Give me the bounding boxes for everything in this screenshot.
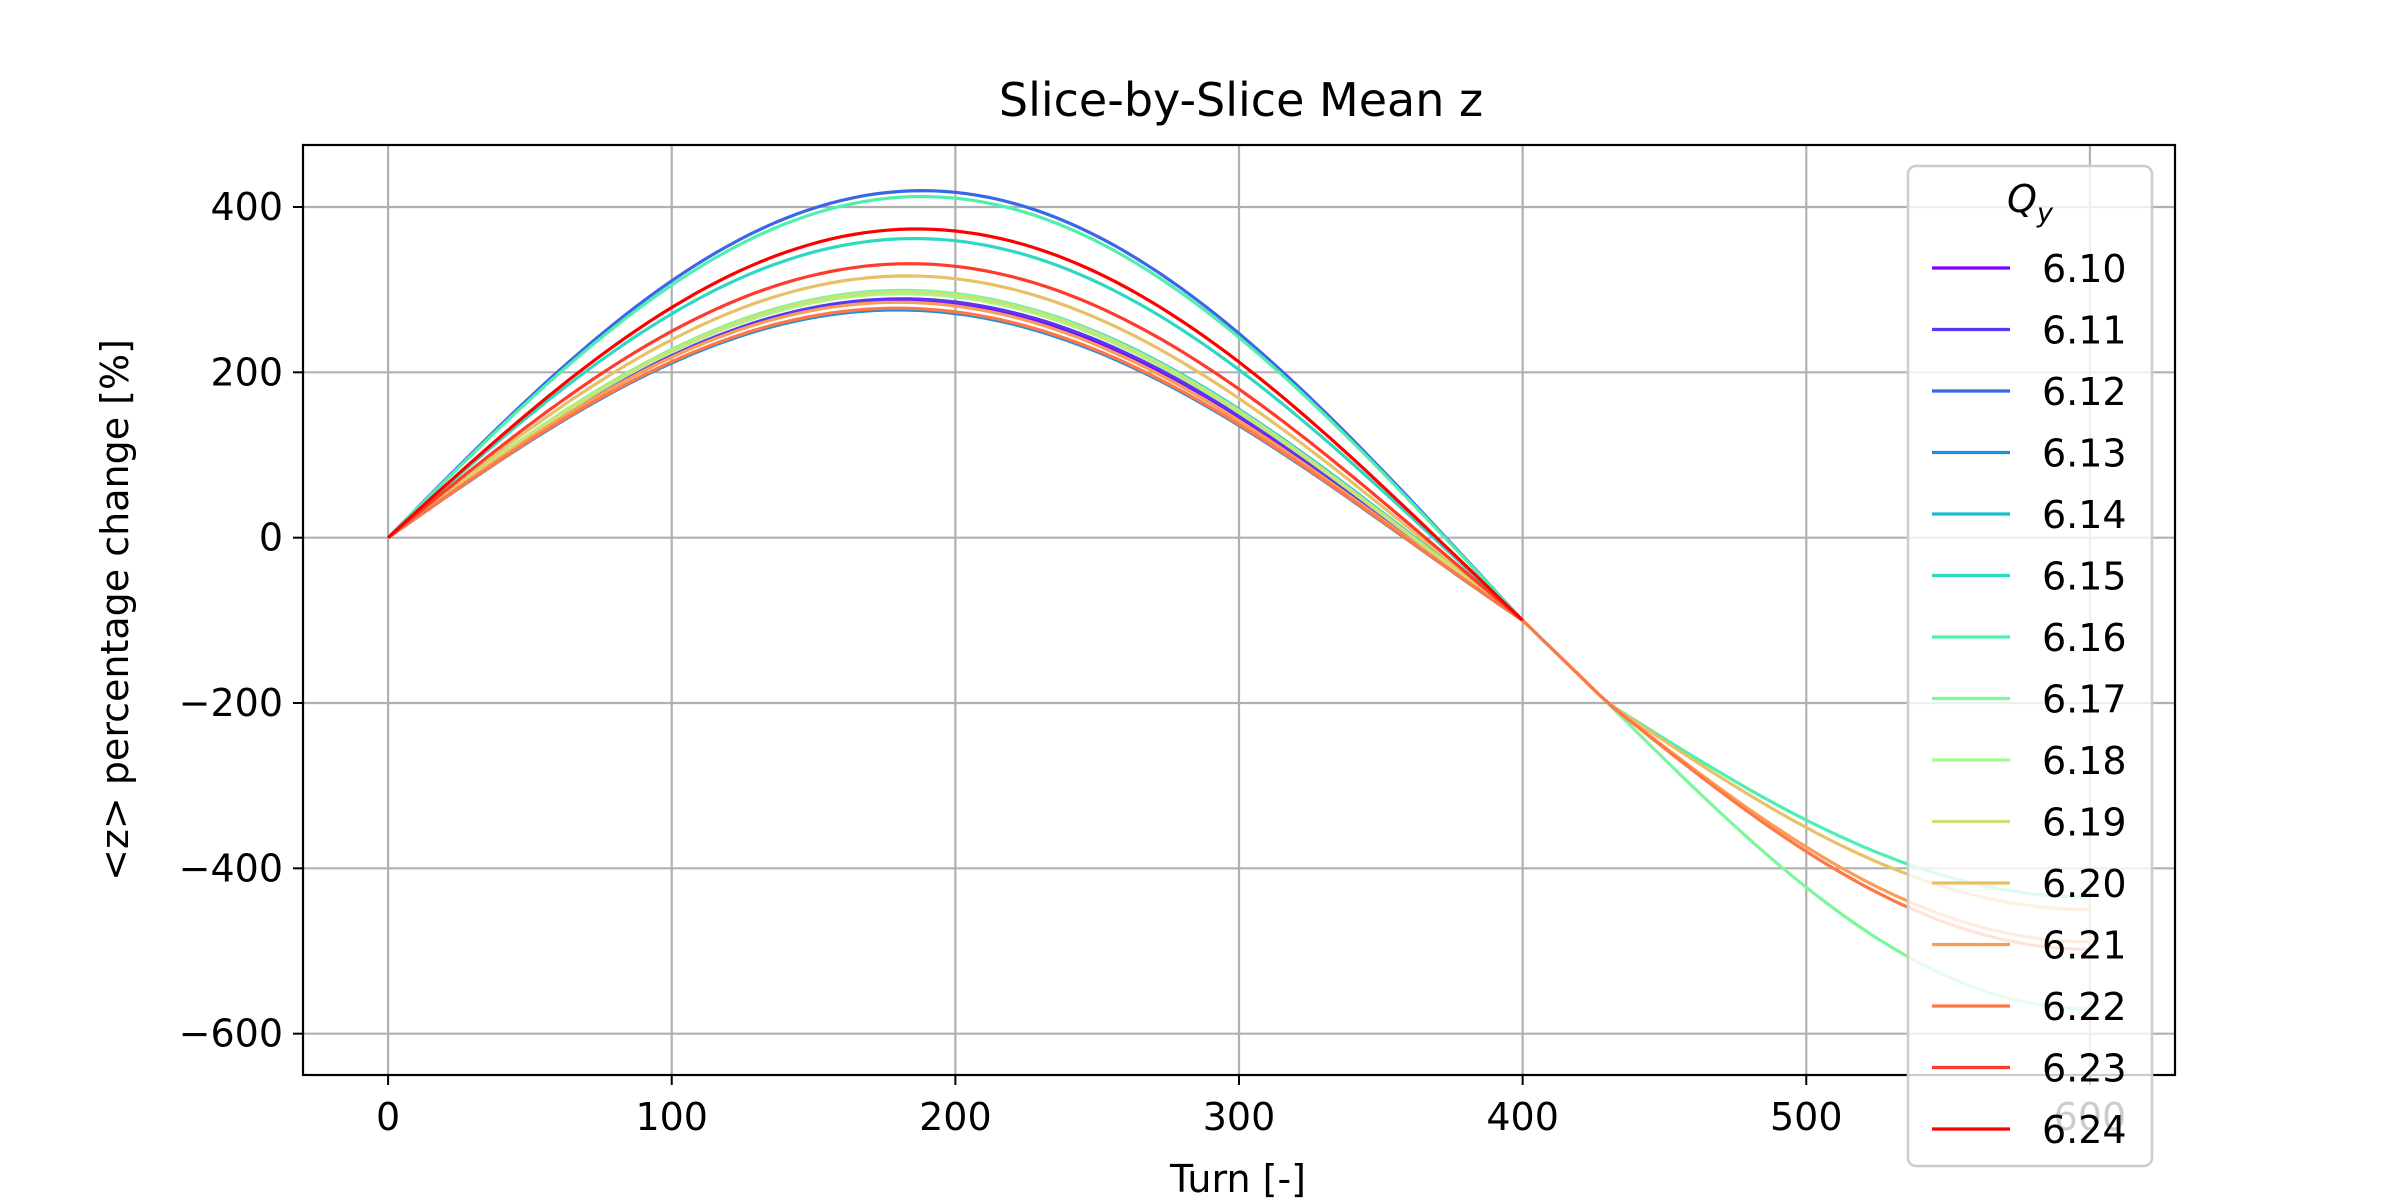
- legend-label: 6.14: [2042, 493, 2127, 537]
- y-axis-label: <z> percentage change [%]: [93, 339, 137, 881]
- x-tick-label: 300: [1203, 1095, 1276, 1139]
- legend: Qy 6.106.116.126.136.146.156.166.176.186…: [1906, 164, 2154, 1168]
- legend-label: 6.15: [2042, 555, 2127, 599]
- legend-entries: 6.10 6.11 6.12 6.13 6.14 6.15 6.16 6.17 6.18 6.19…: [1932, 247, 2127, 1152]
- legend-label: 6.16: [2042, 616, 2127, 660]
- y-axis: 400 200 0 −200 −400 −600: [179, 185, 303, 1056]
- y-tick-label: 0: [259, 516, 283, 560]
- legend-label: 6.20: [2042, 862, 2127, 906]
- x-tick-label: 0: [376, 1095, 400, 1139]
- series-line-6-24: [387, 227, 1524, 622]
- series-line-6-21: [387, 300, 2090, 944]
- legend-label: 6.19: [2042, 801, 2127, 845]
- y-tick-label: 200: [210, 350, 283, 394]
- x-axis-label: Turn [-]: [1169, 1157, 1306, 1200]
- y-tick-label: 400: [210, 185, 283, 229]
- legend-label: 6.10: [2042, 247, 2127, 291]
- legend-title: Qy: [2007, 177, 2054, 229]
- x-tick-label: 200: [919, 1095, 992, 1139]
- y-tick-label: −400: [179, 846, 283, 890]
- series-line-6-12: [386, 188, 1524, 622]
- legend-label: 6.18: [2042, 739, 2127, 783]
- x-tick-label: 400: [1486, 1095, 1559, 1139]
- series-layer: [386, 188, 2090, 1011]
- series-line-6-22: [387, 306, 2090, 951]
- chart-title: Slice-by-Slice Mean z: [999, 73, 1483, 127]
- series-line-6-23: [387, 262, 1524, 622]
- series-line-6-20: [387, 274, 2090, 912]
- series-line-6-15: [387, 237, 1524, 622]
- series-line-6-19: [387, 290, 1524, 622]
- legend-label: 6.21: [2042, 924, 2127, 968]
- legend-label: 6.13: [2042, 432, 2127, 476]
- legend-box: [1906, 164, 2154, 1168]
- legend-label: 6.12: [2042, 370, 2127, 414]
- legend-label: 6.23: [2042, 1047, 2127, 1091]
- legend-label: 6.11: [2042, 309, 2127, 353]
- legend-label: 6.22: [2042, 985, 2127, 1029]
- x-tick-label: 100: [635, 1095, 708, 1139]
- x-tick-label: 500: [1770, 1095, 1843, 1139]
- legend-label: 6.24: [2042, 1108, 2127, 1152]
- y-tick-label: −200: [179, 681, 283, 725]
- series-line-6-16: [386, 194, 2090, 899]
- legend-label: 6.17: [2042, 678, 2127, 722]
- y-tick-label: −600: [179, 1012, 283, 1056]
